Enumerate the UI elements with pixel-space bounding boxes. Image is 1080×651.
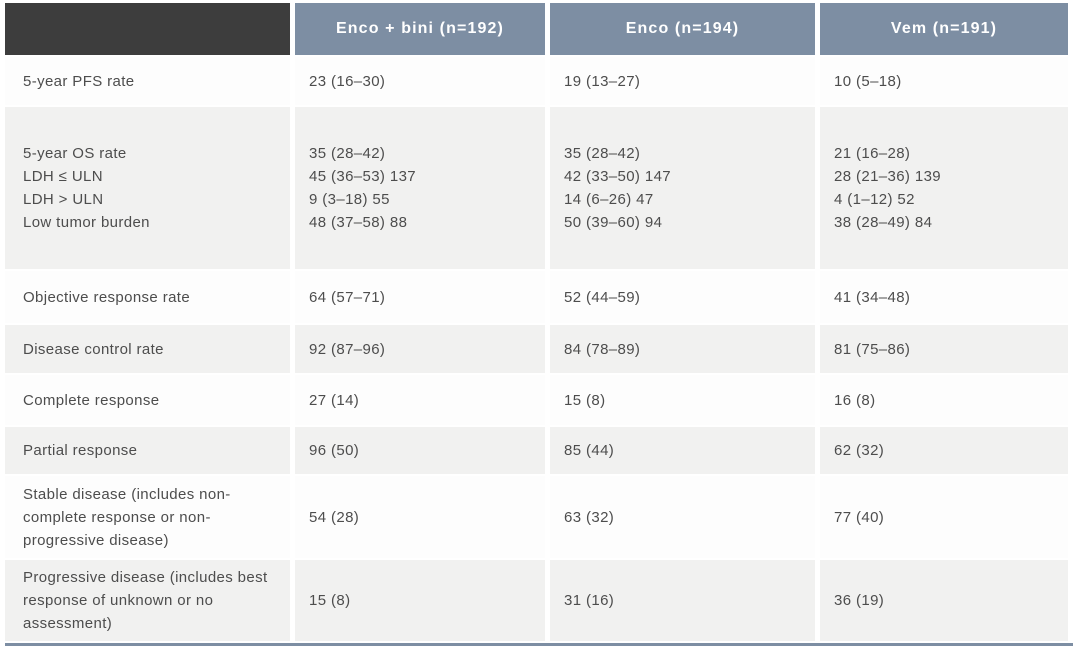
data-value-line: 63 (32) (564, 508, 615, 526)
table-header-row: Enco + bini (n=192) Enco (n=194) Vem (n=19… (5, 3, 1068, 55)
data-value-line: 35 (28–42) (309, 145, 386, 162)
data-cell: 52 (44–59) (550, 271, 815, 323)
row-label-line: Progressive disease (includes best respo… (23, 569, 268, 632)
data-cell: 85 (44) (550, 427, 815, 474)
data-cell: 35 (28–42) 45 (36–53) 137 9 (3–18) 55 48 (3… (295, 107, 545, 269)
data-cell: 77 (40) (820, 476, 1068, 558)
data-cell: 21 (16–28) 28 (21–36) 139 4 (1–12) 52 38 (2… (820, 107, 1068, 269)
row-label-cell: Objective response rate (5, 271, 290, 323)
data-value-line: 48 (37–58) 88 (309, 214, 408, 231)
data-cell: 63 (32) (550, 476, 815, 558)
row-label-cell: Stable disease (includes non-complete re… (5, 476, 290, 558)
data-value-line: 62 (32) (834, 442, 885, 459)
data-value-line: 85 (44) (564, 442, 615, 459)
data-value-line: 54 (28) (309, 508, 360, 526)
data-cell: 19 (13–27) (550, 57, 815, 105)
table-row: Disease control rate 92 (87–96) 84 (78–89)… (5, 325, 1068, 373)
row-label-cell: Disease control rate (5, 325, 290, 373)
data-cell: 36 (19) (820, 560, 1068, 641)
data-cell: 15 (8) (295, 560, 545, 641)
table-row: 5-year OS rate LDH ≤ ULN LDH > ULN Low tumo… (5, 107, 1068, 269)
row-label-cell: Partial response (5, 427, 290, 474)
column-header-2: Enco (n=194) (550, 3, 815, 55)
row-label-line: Complete response (23, 391, 160, 409)
data-value-line: 84 (78–89) (564, 340, 641, 358)
data-cell: 31 (16) (550, 560, 815, 641)
column-header-3: Vem (n=191) (820, 3, 1068, 55)
data-cell: 27 (14) (295, 375, 545, 425)
row-label-cell: 5-year OS rate LDH ≤ ULN LDH > ULN Low tumo… (5, 107, 290, 269)
row-label-cell: Progressive disease (includes best respo… (5, 560, 290, 641)
data-cell: 15 (8) (550, 375, 815, 425)
column-header-1: Enco + bini (n=192) (295, 3, 545, 55)
data-cell: 54 (28) (295, 476, 545, 558)
data-cell: 96 (50) (295, 427, 545, 474)
data-cell: 92 (87–96) (295, 325, 545, 373)
table-row: Complete response 27 (14) 15 (8) 16 (8) (5, 375, 1068, 425)
table-row: 5-year PFS rate 23 (16–30) 19 (13–27) 10 (5… (5, 57, 1068, 105)
data-cell: 64 (57–71) (295, 271, 545, 323)
data-value-line: 52 (44–59) (564, 288, 641, 306)
data-value-line: 35 (28–42) (564, 145, 641, 162)
data-value-line: 45 (36–53) 137 (309, 168, 416, 185)
data-cell: 62 (32) (820, 427, 1068, 474)
data-value-line: 28 (21–36) 139 (834, 168, 941, 185)
row-label-cell: 5-year PFS rate (5, 57, 290, 105)
data-value-line: 10 (5–18) (834, 72, 902, 90)
table-row: Partial response 96 (50) 85 (44) 62 (32) (5, 427, 1068, 474)
data-value-line: 4 (1–12) 52 (834, 191, 915, 208)
results-table: Enco + bini (n=192) Enco (n=194) Vem (n=19… (0, 1, 1073, 643)
data-value-line: 15 (8) (309, 592, 351, 609)
data-cell: 16 (8) (820, 375, 1068, 425)
data-value-line: 27 (14) (309, 391, 360, 409)
table-bottom-border (5, 643, 1073, 646)
data-value-line: 96 (50) (309, 442, 360, 459)
data-value-line: 9 (3–18) 55 (309, 191, 390, 208)
data-value-line: 38 (28–49) 84 (834, 214, 933, 231)
data-cell: 84 (78–89) (550, 325, 815, 373)
data-value-line: 14 (6–26) 47 (564, 191, 654, 208)
data-value-line: 31 (16) (564, 592, 615, 609)
row-label-line: LDH > ULN (23, 191, 104, 208)
data-value-line: 64 (57–71) (309, 288, 386, 306)
data-cell: 10 (5–18) (820, 57, 1068, 105)
data-value-line: 21 (16–28) (834, 145, 911, 162)
data-value-line: 36 (19) (834, 592, 885, 609)
data-value-line: 41 (34–48) (834, 288, 911, 306)
data-value-line: 23 (16–30) (309, 72, 386, 90)
data-value-line: 15 (8) (564, 391, 606, 409)
row-label-line: 5-year PFS rate (23, 72, 135, 90)
table-row: Progressive disease (includes best respo… (5, 560, 1068, 641)
corner-header-cell (5, 3, 290, 55)
data-value-line: 92 (87–96) (309, 340, 386, 358)
table-row: Stable disease (includes non-complete re… (5, 476, 1068, 558)
data-value-line: 19 (13–27) (564, 72, 641, 90)
row-label-line: Stable disease (includes non-complete re… (23, 485, 231, 549)
row-label-line: 5-year OS rate (23, 145, 127, 162)
row-label-line: Objective response rate (23, 288, 191, 306)
row-label-line: Low tumor burden (23, 214, 150, 231)
data-value-line: 16 (8) (834, 391, 876, 409)
data-cell: 23 (16–30) (295, 57, 545, 105)
data-value-line: 42 (33–50) 147 (564, 168, 671, 185)
data-value-line: 81 (75–86) (834, 340, 911, 358)
row-label-line: Partial response (23, 442, 138, 459)
row-label-line: Disease control rate (23, 340, 164, 358)
data-value-line: 50 (39–60) 94 (564, 214, 663, 231)
table-row: Objective response rate 64 (57–71) 52 (44–… (5, 271, 1068, 323)
data-value-line: 77 (40) (834, 508, 885, 526)
row-label-line: LDH ≤ ULN (23, 168, 103, 185)
data-cell: 81 (75–86) (820, 325, 1068, 373)
data-cell: 35 (28–42) 42 (33–50) 147 14 (6–26) 47 50 (… (550, 107, 815, 269)
row-label-cell: Complete response (5, 375, 290, 425)
data-cell: 41 (34–48) (820, 271, 1068, 323)
